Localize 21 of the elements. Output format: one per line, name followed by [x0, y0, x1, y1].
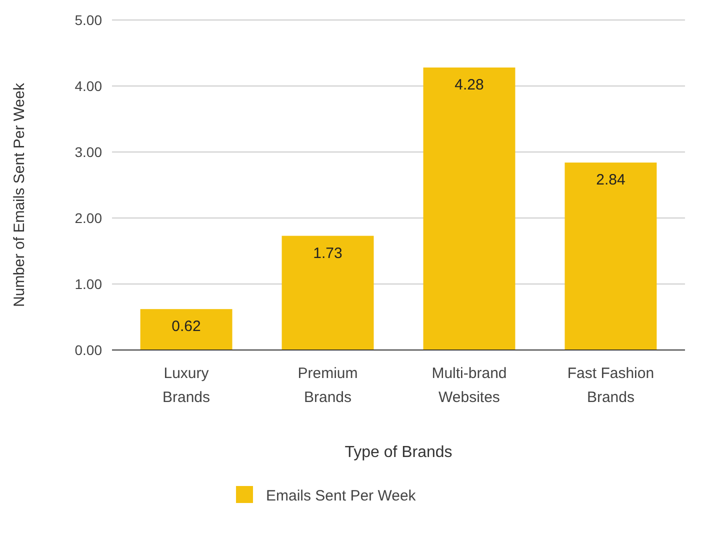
y-tick-label: 4.00	[74, 78, 102, 94]
bar	[282, 236, 374, 350]
y-tick-label: 1.00	[74, 276, 102, 292]
bar	[140, 309, 232, 350]
data-label: 0.62	[172, 318, 201, 336]
y-axis-title: Number of Emails Sent Per Week	[11, 82, 28, 307]
y-tick-label: 2.00	[74, 210, 102, 226]
data-label: 2.84	[596, 172, 626, 189]
x-tick-label: Multi-brand Websites	[432, 365, 507, 406]
y-tick-label: 3.00	[74, 144, 102, 160]
bar	[423, 68, 516, 350]
bar	[564, 162, 657, 350]
legend-label: Emails Sent Per Week	[266, 487, 416, 504]
x-tick-label: Premium Brands	[298, 365, 358, 406]
y-tick-label: 0.00	[74, 342, 102, 358]
x-axis-title: Type of Brands	[344, 444, 452, 461]
x-tick-label: Fast Fashion Brands	[567, 365, 654, 406]
data-label: 4.28	[454, 76, 484, 94]
x-tick-label: Luxury Brands	[162, 365, 210, 406]
data-label: 1.73	[313, 244, 342, 262]
y-tick-label: 5.00	[74, 12, 102, 28]
